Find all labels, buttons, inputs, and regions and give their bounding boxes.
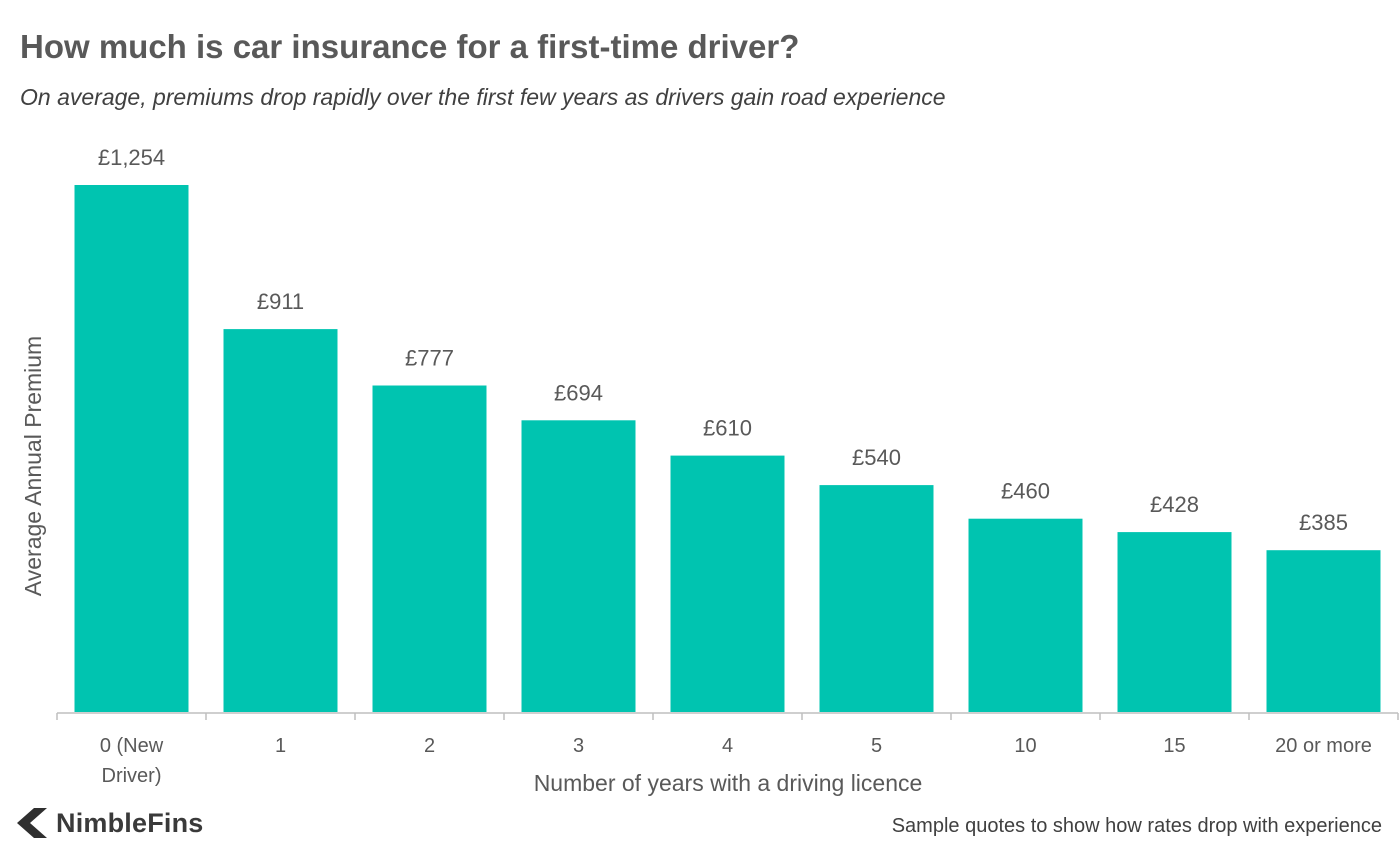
x-axis-title: Number of years with a driving licence bbox=[534, 770, 923, 796]
bar bbox=[372, 385, 487, 712]
x-tick-label: 15 bbox=[1163, 735, 1185, 757]
chevron-left-logo-icon bbox=[17, 808, 47, 838]
y-axis-title: Average Annual Premium bbox=[20, 336, 46, 596]
chart-title: How much is car insurance for a first-ti… bbox=[20, 28, 800, 65]
chart-subtitle: On average, premiums drop rapidly over t… bbox=[20, 84, 946, 110]
data-label: £694 bbox=[554, 380, 603, 405]
bar bbox=[819, 485, 934, 712]
x-tick-label: 10 bbox=[1014, 735, 1036, 757]
data-label: £540 bbox=[852, 445, 901, 470]
bar bbox=[1117, 532, 1232, 712]
bar bbox=[1266, 550, 1381, 712]
data-label: £428 bbox=[1150, 492, 1199, 517]
bar bbox=[223, 329, 338, 712]
data-label: £1,254 bbox=[98, 145, 165, 170]
bar bbox=[74, 185, 189, 712]
bar bbox=[968, 518, 1083, 712]
x-tick-label: 1 bbox=[275, 735, 286, 757]
data-label: £610 bbox=[703, 416, 752, 441]
x-tick-label: 0 (New bbox=[100, 735, 164, 757]
brand-name: NimbleFins bbox=[56, 807, 204, 838]
x-tick-label: 2 bbox=[424, 735, 435, 757]
x-tick-label: 20 or more bbox=[1275, 735, 1372, 757]
bar bbox=[670, 455, 785, 712]
footnote: Sample quotes to show how rates drop wit… bbox=[891, 815, 1382, 837]
x-tick-label: Driver) bbox=[102, 765, 162, 787]
data-label: £911 bbox=[257, 289, 304, 314]
x-tick-label: 4 bbox=[722, 735, 733, 757]
data-label: £777 bbox=[405, 346, 454, 371]
x-tick-label: 5 bbox=[871, 735, 882, 757]
data-label: £385 bbox=[1299, 510, 1348, 535]
x-tick-label: 3 bbox=[573, 735, 584, 757]
bar bbox=[521, 420, 636, 712]
data-label: £460 bbox=[1001, 479, 1050, 504]
brand-logo: NimbleFins bbox=[14, 804, 204, 842]
